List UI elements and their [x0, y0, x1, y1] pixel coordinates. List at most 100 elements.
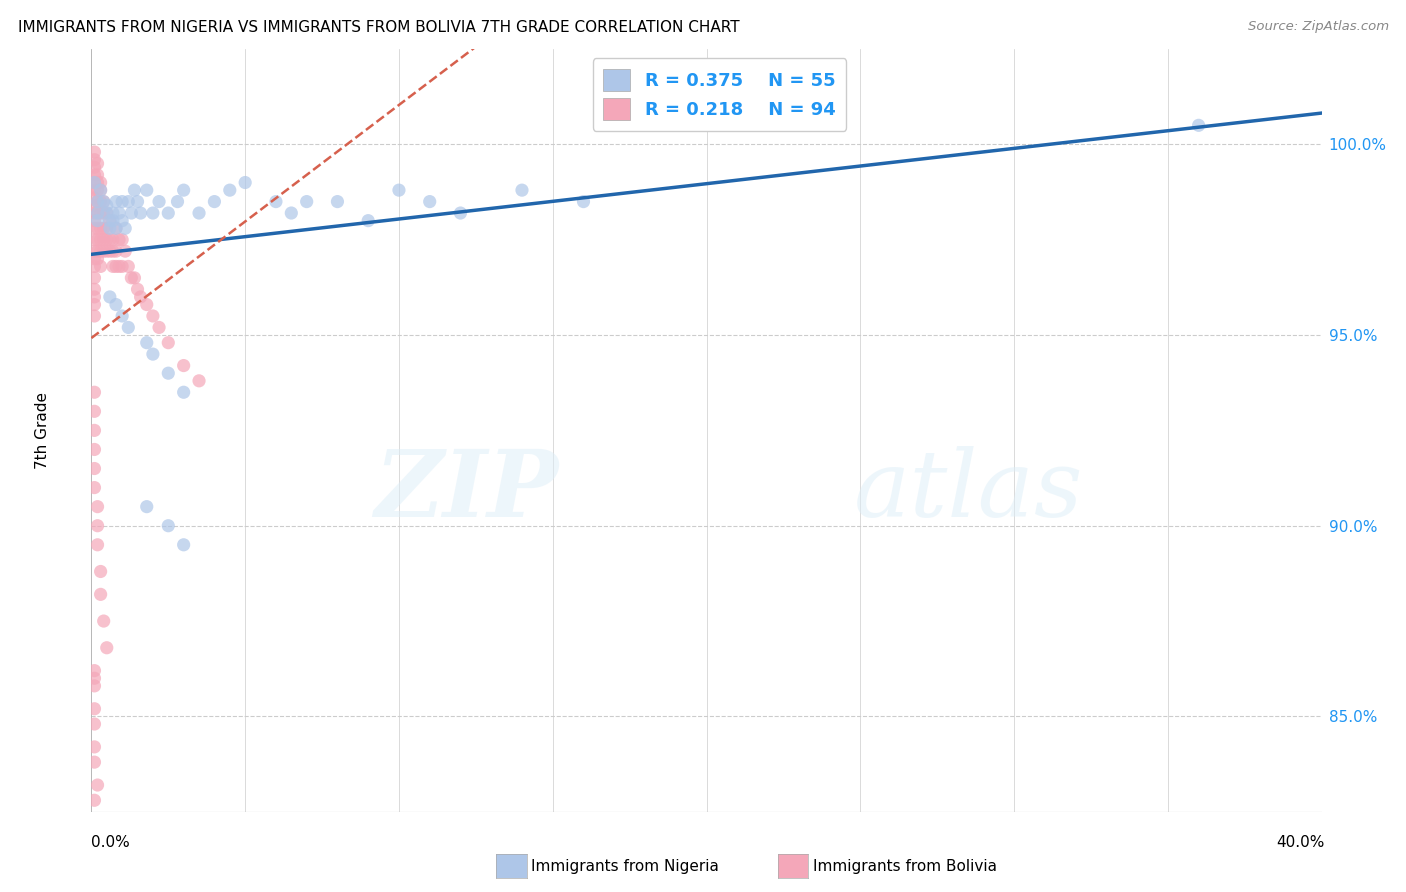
Text: atlas: atlas — [853, 446, 1084, 536]
Point — [135, 335, 157, 350]
Point — [98, 233, 121, 247]
Point — [83, 260, 105, 274]
Point — [202, 194, 225, 209]
Point — [83, 290, 105, 304]
Point — [83, 176, 105, 190]
Point — [83, 198, 105, 212]
Point — [90, 194, 112, 209]
Point — [108, 206, 131, 220]
Point — [93, 206, 115, 220]
Point — [108, 260, 131, 274]
Point — [129, 290, 152, 304]
Point — [188, 206, 211, 220]
Point — [83, 183, 105, 197]
Point — [90, 206, 112, 220]
Point — [86, 194, 108, 209]
Point — [117, 260, 139, 274]
Point — [264, 194, 287, 209]
Point — [124, 271, 146, 285]
Point — [83, 793, 105, 807]
Point — [295, 194, 318, 209]
Point — [105, 221, 127, 235]
Point — [90, 183, 112, 197]
Point — [83, 221, 105, 235]
Point — [101, 233, 124, 247]
Point — [108, 233, 131, 247]
Point — [86, 206, 108, 220]
Point — [98, 213, 121, 227]
Text: 7th Grade: 7th Grade — [35, 392, 49, 469]
Point — [86, 778, 108, 792]
Point — [83, 244, 105, 259]
Point — [157, 206, 180, 220]
Point — [120, 271, 142, 285]
Point — [127, 194, 149, 209]
Point — [135, 297, 157, 311]
Point — [124, 183, 146, 197]
Point — [129, 206, 152, 220]
Point — [98, 213, 121, 227]
Point — [117, 194, 139, 209]
Point — [86, 538, 108, 552]
Point — [90, 565, 112, 579]
Point — [83, 233, 105, 247]
Point — [83, 168, 105, 182]
Point — [86, 176, 108, 190]
Point — [86, 183, 108, 197]
Point — [86, 194, 108, 209]
Point — [96, 640, 118, 655]
Point — [117, 320, 139, 334]
Point — [326, 194, 349, 209]
Point — [93, 614, 115, 628]
Point — [157, 518, 180, 533]
Point — [90, 221, 112, 235]
Point — [105, 244, 127, 259]
Point — [105, 194, 127, 209]
Point — [114, 244, 136, 259]
Legend: R = 0.375    N = 55, R = 0.218    N = 94: R = 0.375 N = 55, R = 0.218 N = 94 — [592, 58, 846, 131]
Point — [157, 366, 180, 380]
Point — [173, 183, 195, 197]
Point — [83, 739, 105, 754]
Point — [96, 206, 118, 220]
Point — [83, 153, 105, 167]
Point — [114, 221, 136, 235]
Point — [83, 679, 105, 693]
Point — [101, 260, 124, 274]
Point — [101, 206, 124, 220]
Point — [218, 183, 240, 197]
Point — [419, 194, 441, 209]
Point — [111, 194, 134, 209]
Point — [96, 221, 118, 235]
Point — [83, 461, 105, 475]
Point — [83, 671, 105, 685]
Point — [83, 145, 105, 159]
Point — [96, 198, 118, 212]
Point — [86, 244, 108, 259]
Point — [148, 194, 170, 209]
Point — [173, 538, 195, 552]
Point — [90, 183, 112, 197]
Point — [96, 244, 118, 259]
Point — [101, 244, 124, 259]
Point — [90, 244, 112, 259]
Text: 40.0%: 40.0% — [1277, 836, 1324, 850]
Point — [93, 233, 115, 247]
Point — [83, 161, 105, 175]
Point — [93, 194, 115, 209]
Point — [93, 244, 115, 259]
Point — [83, 309, 105, 323]
Point — [83, 176, 105, 190]
Point — [111, 260, 134, 274]
Point — [83, 481, 105, 495]
Point — [173, 385, 195, 400]
Point — [83, 423, 105, 437]
Point — [98, 221, 121, 235]
Point — [111, 309, 134, 323]
Point — [388, 183, 411, 197]
Point — [83, 206, 105, 220]
Point — [101, 213, 124, 227]
Point — [83, 282, 105, 296]
Text: ZIP: ZIP — [374, 446, 558, 536]
Point — [233, 176, 256, 190]
